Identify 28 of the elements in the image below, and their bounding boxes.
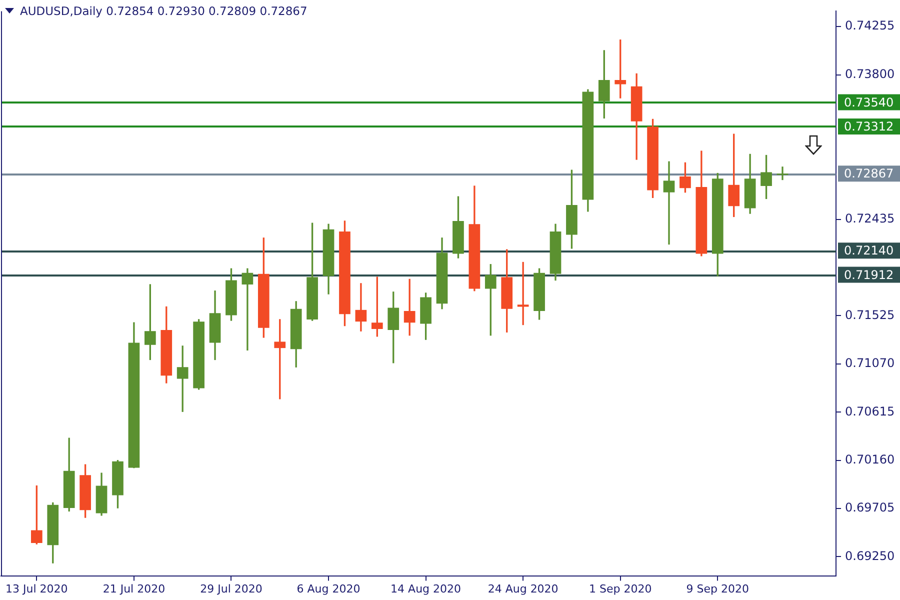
ref-line-label: 0.71912 [844, 268, 894, 282]
x-tick-label: 14 Aug 2020 [390, 582, 462, 596]
ref-line-label: 0.73540 [844, 95, 894, 110]
candlestick [517, 262, 529, 326]
x-tick-label: 29 Jul 2020 [200, 582, 262, 596]
ref-line-label: 0.72867 [844, 166, 894, 181]
candlestick [663, 161, 675, 245]
y-tick-label: 0.71070 [845, 356, 895, 370]
x-tick-label: 9 Sep 2020 [686, 582, 749, 596]
x-tick-label: 1 Sep 2020 [589, 582, 652, 596]
x-tick-label: 24 Aug 2020 [488, 582, 558, 596]
y-tick-label: 0.70160 [845, 452, 895, 466]
x-tick-label: 21 Jul 2020 [102, 582, 166, 596]
y-tick-label: 0.74255 [845, 18, 895, 33]
candlestick [776, 166, 788, 180]
y-tick-label: 0.71525 [845, 308, 895, 322]
y-tick-label: 0.73800 [845, 66, 895, 81]
ref-line-label: 0.72140 [844, 244, 894, 258]
x-tick-label: 6 Aug 2020 [296, 582, 360, 596]
y-tick-label: 0.70615 [845, 404, 895, 418]
ref-line-label: 0.73312 [844, 120, 894, 134]
candlestick [355, 283, 367, 332]
candlestick [242, 268, 254, 350]
y-tick-label: 0.69705 [845, 500, 895, 515]
y-tick-label: 0.69250 [845, 548, 895, 563]
chart-title: AUDUSD,Daily 0.72854 0.72930 0.72809 0.72867 [20, 4, 308, 18]
x-tick-label: 13 Jul 2020 [6, 582, 68, 596]
y-tick-label: 0.72435 [845, 211, 895, 226]
